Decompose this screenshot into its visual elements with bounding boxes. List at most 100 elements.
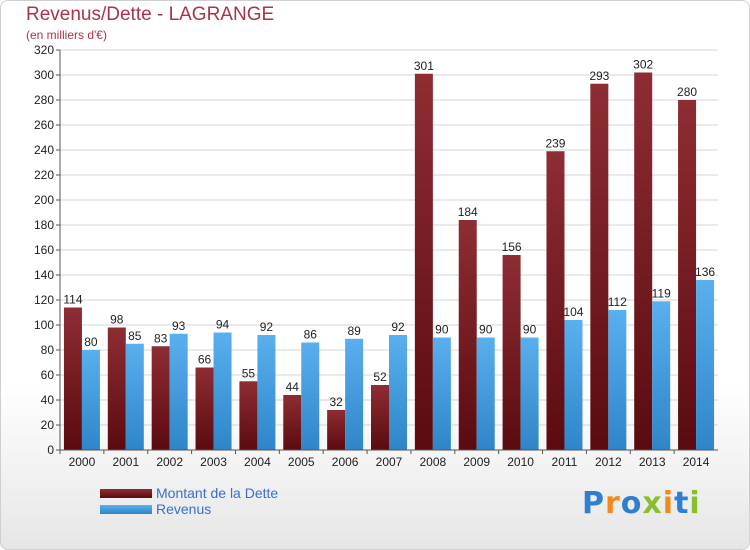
logo-letter: r	[605, 486, 621, 521]
y-tick-label: 300	[34, 68, 54, 82]
bar-revenue	[564, 320, 583, 450]
value-label-revenue: 93	[172, 319, 186, 333]
x-tick-label: 2006	[332, 455, 359, 469]
value-label-debt: 301	[414, 59, 434, 73]
chart-title: Revenus/Dette - LAGRANGE	[26, 4, 275, 25]
value-label-revenue: 92	[260, 320, 274, 334]
bar-revenue	[432, 337, 451, 450]
y-tick-label: 60	[41, 368, 55, 382]
logo-letter: i	[662, 486, 675, 521]
y-tick-label: 220	[34, 168, 54, 182]
bar-debt	[414, 73, 433, 450]
bar-debt	[502, 255, 521, 450]
x-tick-label: 2010	[507, 455, 534, 469]
value-label-revenue: 90	[523, 323, 537, 337]
legend-swatch-debt	[100, 489, 152, 498]
y-tick-label: 180	[34, 218, 54, 232]
x-tick-label: 2007	[376, 455, 403, 469]
y-tick-label: 40	[41, 393, 55, 407]
bar-debt	[107, 327, 126, 450]
value-label-debt: 239	[545, 136, 565, 150]
value-label-revenue: 104	[563, 305, 583, 319]
value-label-revenue: 112	[608, 295, 627, 309]
bar-revenue	[125, 343, 144, 450]
bar-debt	[458, 220, 477, 450]
value-label-debt: 66	[198, 353, 212, 367]
value-labels: 114 80 98 85 83 93 66 94 55 92 44 86 32 89 52 92 301 90 18…	[63, 58, 715, 410]
legend-label-revenue: Revenus	[156, 501, 212, 517]
bar-debt	[546, 151, 565, 450]
y-tick-label: 80	[41, 343, 55, 357]
y-tick-label: 320	[34, 43, 54, 57]
bar-debt	[327, 410, 346, 450]
x-tick-label: 2012	[595, 455, 622, 469]
y-tick-label: 100	[34, 318, 54, 332]
x-tick-label: 2003	[200, 455, 227, 469]
x-tick-label: 2000	[69, 455, 96, 469]
bar-revenue	[301, 342, 320, 450]
value-label-debt: 83	[154, 331, 168, 345]
bar-revenue	[389, 335, 407, 450]
value-label-debt: 55	[242, 366, 256, 380]
value-label-debt: 98	[110, 313, 124, 327]
value-label-debt: 44	[286, 380, 300, 394]
value-label-revenue: 90	[435, 323, 449, 337]
logo-letter: P	[582, 486, 605, 521]
value-label-debt: 302	[633, 58, 653, 72]
y-tick-label: 120	[34, 293, 54, 307]
bar-revenue	[608, 310, 627, 450]
value-label-revenue: 80	[84, 335, 98, 349]
bars	[63, 72, 715, 450]
bar-debt	[151, 346, 170, 450]
y-tick-label: 260	[34, 118, 54, 132]
value-label-debt: 156	[502, 240, 522, 254]
bar-debt	[634, 72, 653, 450]
value-label-debt: 114	[63, 293, 82, 307]
value-label-revenue: 89	[347, 324, 361, 338]
x-tick-label: 2002	[156, 455, 183, 469]
logo-letter: i	[689, 486, 701, 521]
value-label-debt: 293	[589, 69, 609, 83]
value-label-revenue: 92	[391, 320, 405, 334]
y-tick-label: 200	[34, 193, 54, 207]
bar-debt	[590, 83, 609, 450]
value-label-revenue: 86	[304, 328, 318, 342]
logo-letter: t	[674, 486, 690, 521]
x-tick-label: 2001	[112, 455, 139, 469]
bar-debt	[63, 307, 82, 450]
bar-revenue	[345, 338, 364, 450]
x-tick-label: 2008	[420, 455, 447, 469]
bar-revenue	[81, 350, 100, 450]
chart-subtitle: (en milliers d'€)	[26, 28, 107, 42]
value-label-debt: 184	[458, 205, 478, 219]
bar-revenue	[476, 337, 495, 450]
x-tick-label: 2005	[288, 455, 315, 469]
x-tick-label: 2011	[552, 455, 578, 469]
value-label-revenue: 119	[652, 286, 671, 300]
legend-swatch-revenue	[100, 505, 152, 514]
y-tick-label: 280	[34, 93, 54, 107]
bar-revenue	[696, 280, 715, 450]
x-tick-label: 2004	[244, 455, 271, 469]
bar-revenue	[213, 332, 232, 450]
value-label-revenue: 85	[128, 329, 142, 343]
bar-debt	[283, 395, 302, 450]
value-label-revenue: 136	[695, 265, 715, 279]
legend-label-debt: Montant de la Dette	[156, 485, 279, 501]
value-label-debt: 52	[373, 370, 387, 384]
proxiti-logo: Proxiti	[582, 486, 701, 521]
bar-revenue	[257, 335, 276, 450]
bar-revenue	[652, 301, 671, 450]
bar-debt	[678, 100, 697, 450]
y-tick-label: 0	[47, 443, 54, 457]
bar-debt	[371, 385, 389, 450]
value-label-debt: 32	[329, 395, 343, 409]
bar-debt	[239, 381, 258, 450]
x-tick-label: 2014	[683, 455, 710, 469]
bar-debt	[195, 367, 214, 450]
y-tick-label: 140	[34, 268, 54, 282]
y-tick-label: 20	[41, 418, 55, 432]
logo-letter: o	[620, 486, 643, 521]
bar-revenue	[520, 337, 539, 450]
